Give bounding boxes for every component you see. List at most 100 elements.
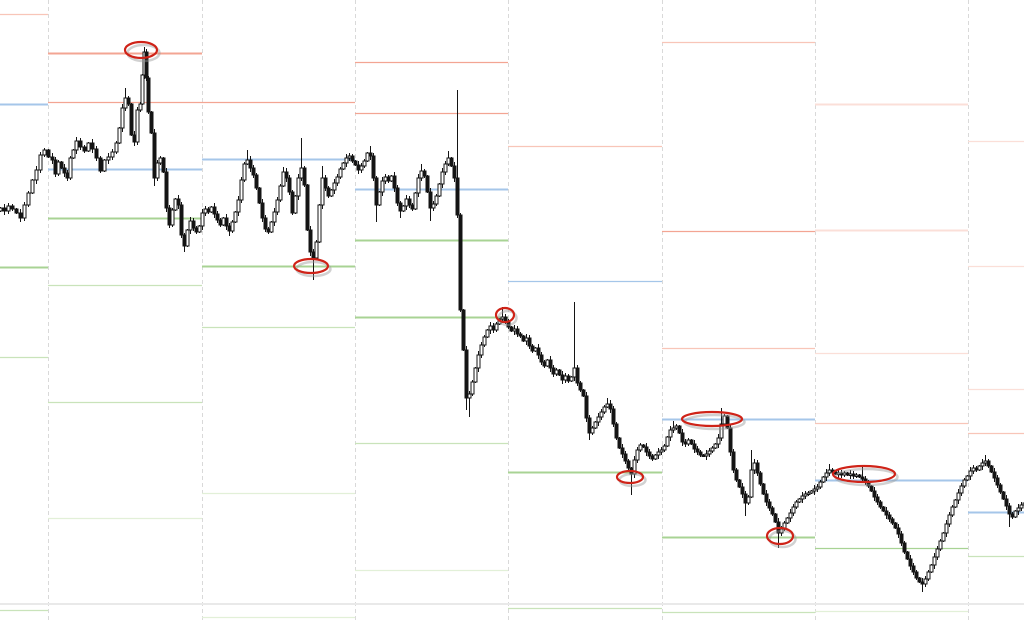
candle-up bbox=[431, 203, 436, 209]
candle-down bbox=[695, 448, 700, 453]
candle-up bbox=[102, 159, 107, 172]
candles-layer bbox=[0, 47, 1024, 592]
candle-up bbox=[1019, 504, 1024, 509]
candle-down bbox=[902, 542, 907, 553]
candle-down bbox=[623, 453, 628, 462]
candle-up bbox=[359, 165, 364, 171]
candle-down bbox=[698, 451, 703, 456]
candle-up bbox=[929, 564, 934, 573]
candle-down bbox=[353, 160, 358, 166]
candle-down bbox=[881, 506, 886, 512]
candle-up bbox=[602, 406, 607, 413]
candle-up bbox=[596, 416, 601, 423]
candle-up bbox=[338, 168, 343, 178]
candle-up bbox=[947, 514, 952, 525]
candle-up bbox=[185, 229, 190, 247]
candle-down bbox=[146, 77, 151, 113]
candle-down bbox=[98, 157, 103, 172]
candle-up bbox=[335, 176, 340, 184]
candle-down bbox=[677, 425, 682, 434]
candle-down bbox=[257, 187, 262, 204]
candle-down bbox=[740, 486, 745, 495]
candle-up bbox=[635, 449, 640, 461]
candle-down bbox=[308, 229, 313, 253]
candle-down bbox=[548, 359, 553, 369]
candle-down bbox=[581, 389, 586, 397]
candle-up bbox=[440, 171, 445, 185]
candle-up bbox=[824, 472, 829, 478]
candle-up bbox=[794, 501, 799, 508]
candle-up bbox=[950, 506, 955, 516]
candle-up bbox=[749, 469, 754, 498]
candle-up bbox=[296, 177, 301, 197]
candle-up bbox=[797, 498, 802, 503]
candle-down bbox=[644, 446, 649, 453]
candle-down bbox=[893, 522, 898, 529]
candle-up bbox=[74, 140, 79, 151]
candle-down bbox=[161, 157, 166, 173]
candle-up bbox=[473, 367, 478, 383]
candle-up bbox=[962, 479, 967, 487]
candle-down bbox=[90, 142, 95, 150]
candle-up bbox=[200, 212, 205, 227]
candle-up bbox=[242, 163, 247, 181]
candle-down bbox=[144, 51, 149, 79]
candle-up bbox=[719, 423, 724, 439]
candle-up bbox=[707, 450, 712, 455]
candle-up bbox=[6, 205, 11, 212]
candle-down bbox=[764, 493, 769, 503]
candle-down bbox=[896, 527, 901, 535]
candle-down bbox=[857, 474, 862, 478]
candle-up bbox=[656, 451, 661, 456]
annotation-ellipses bbox=[123, 40, 899, 549]
candle-down bbox=[449, 157, 454, 167]
candle-up bbox=[944, 523, 949, 534]
candle-down bbox=[371, 155, 376, 179]
candle-up bbox=[467, 393, 472, 399]
candle-down bbox=[761, 483, 766, 495]
candle-up bbox=[935, 548, 940, 558]
candle-down bbox=[578, 382, 583, 391]
candle-up bbox=[476, 354, 481, 369]
candle-down bbox=[323, 177, 328, 189]
candle-up bbox=[443, 163, 448, 173]
candle-down bbox=[78, 140, 83, 148]
candle-up bbox=[809, 490, 814, 494]
candle-down bbox=[758, 472, 763, 485]
candle-down bbox=[62, 167, 67, 174]
candle-down bbox=[989, 465, 994, 473]
candle-up bbox=[791, 506, 796, 514]
candle-down bbox=[728, 427, 733, 453]
candle-down bbox=[164, 171, 169, 209]
candle-up bbox=[155, 162, 160, 179]
candle-down bbox=[458, 214, 463, 311]
candle-up bbox=[117, 127, 122, 144]
candle-down bbox=[129, 103, 134, 136]
candle-up bbox=[662, 445, 667, 451]
candle-up bbox=[236, 199, 241, 213]
highlight-ellipse bbox=[615, 469, 645, 485]
candle-up bbox=[86, 142, 91, 152]
candle-up bbox=[314, 241, 319, 259]
candle-down bbox=[995, 477, 1000, 486]
candle-down bbox=[557, 369, 562, 376]
candle-up bbox=[34, 169, 39, 181]
candle-down bbox=[887, 514, 892, 520]
candle-down bbox=[587, 417, 592, 434]
candle-down bbox=[692, 443, 697, 450]
candle-down bbox=[998, 484, 1003, 493]
candle-down bbox=[94, 148, 99, 159]
candle-down bbox=[515, 328, 520, 335]
highlight-ellipse bbox=[680, 410, 744, 428]
candle-up bbox=[953, 499, 958, 508]
candle-down bbox=[647, 451, 652, 457]
candle-up bbox=[494, 323, 499, 331]
candle-up bbox=[42, 149, 47, 156]
candle-up bbox=[278, 185, 283, 201]
candle-down bbox=[10, 205, 15, 210]
candle-down bbox=[50, 156, 55, 161]
candle-up bbox=[110, 151, 115, 158]
candle-down bbox=[527, 337, 532, 347]
candle-up bbox=[138, 103, 143, 111]
